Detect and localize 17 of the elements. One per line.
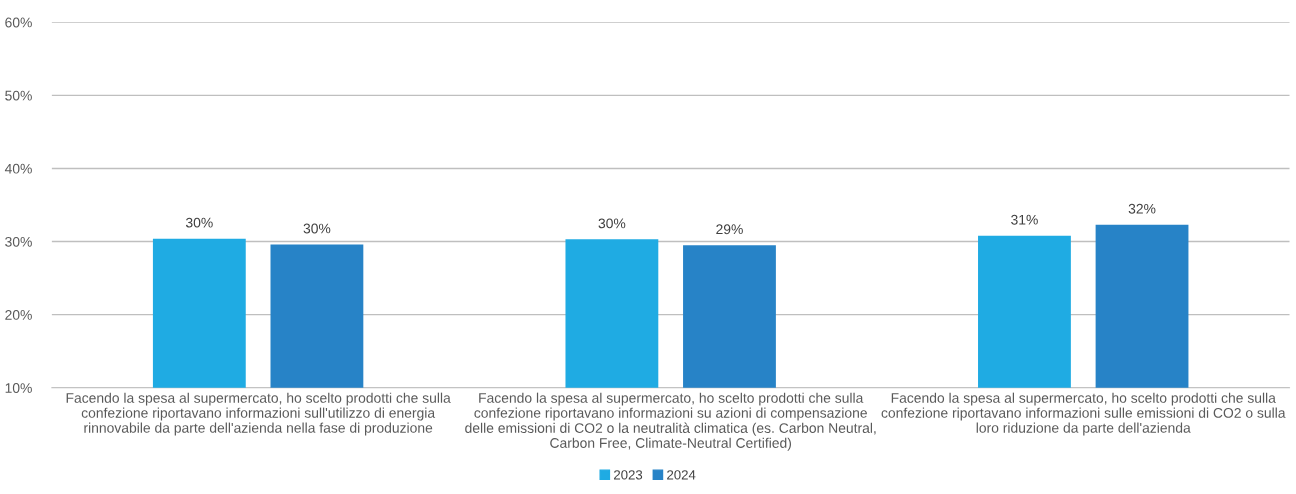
x-tick-label: Facendo la spesa al supermercato, ho scelto prodotti che sulla confezione riportavano informazioni su azioni di compensazione delle emissioni di CO2 o la neutralità climatica (es. Carbon Neutral, Carbon Free, Climate-Neutral Certified)	[465, 392, 876, 451]
data-label: 32%	[1128, 203, 1156, 214]
y-tick-label: 20%	[5, 310, 32, 320]
data-label: 29%	[716, 224, 743, 235]
y-tick-label: 40%	[4, 163, 32, 174]
x-tick-label: Facendo la spesa al supermercato, ho scelto prodotti che sulla confezione riportavano informazioni sull'utilizzo di energia rinnovabile da parte dell'azienda nella fase di produzione	[66, 392, 451, 436]
legend-label: 2024	[667, 470, 696, 480]
legend-label: 2023	[614, 470, 643, 480]
y-tick-label: 50%	[5, 90, 32, 101]
data-label: 31%	[1011, 214, 1038, 225]
data-label: 30%	[303, 223, 331, 234]
data-label: 30%	[598, 218, 626, 229]
y-tick-label: 10%	[5, 383, 32, 393]
y-tick-label: 60%	[5, 17, 32, 28]
data-label: 30%	[185, 217, 213, 228]
x-tick-label: Facendo la spesa al supermercato, ho scelto prodotti che sulla confezione riportavano informazioni sulle emissioni di CO2 o sulla loro riduzione da parte dell'azienda	[881, 392, 1286, 436]
y-tick-label: 30%	[5, 236, 32, 247]
